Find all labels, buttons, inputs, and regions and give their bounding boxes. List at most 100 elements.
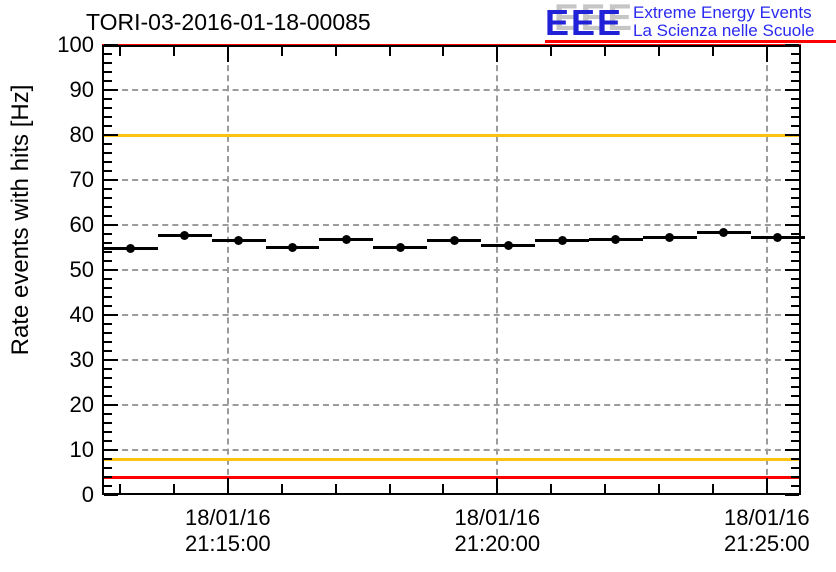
y-tick-mirror xyxy=(791,107,799,109)
y-tick-mirror xyxy=(791,323,799,325)
x-gridline xyxy=(765,45,768,495)
y-tick-mirror xyxy=(785,224,799,226)
y-tick-mirror xyxy=(791,152,799,154)
y-tick xyxy=(104,116,112,118)
eee-logo-tagline: Extreme Energy Events La Scienza nelle S… xyxy=(633,4,814,40)
y-tick-mirror xyxy=(791,440,799,442)
y-tick xyxy=(104,98,112,100)
threshold-line-4hz xyxy=(102,475,801,479)
y-tick-mirror xyxy=(791,332,799,334)
y-tick-mirror xyxy=(785,404,799,406)
x-tick xyxy=(118,484,121,493)
y-tick xyxy=(104,341,112,343)
y-tick xyxy=(104,458,112,460)
y-tick-label: 70 xyxy=(69,167,94,192)
y-tick-mirror xyxy=(791,296,799,298)
y-tick xyxy=(104,197,112,199)
x-tick-mirror xyxy=(334,47,337,56)
y-tick xyxy=(104,413,112,415)
y-tick xyxy=(104,161,112,163)
y-tick xyxy=(104,260,112,262)
data-point-marker xyxy=(234,235,244,245)
y-tick xyxy=(104,170,112,172)
y-tick-mirror xyxy=(791,161,799,163)
y-tick xyxy=(104,476,112,478)
y-tick xyxy=(104,278,112,280)
data-point-marker xyxy=(126,243,136,253)
x-tick-mirror xyxy=(172,47,175,56)
x-tick xyxy=(711,484,714,493)
data-point-marker xyxy=(665,232,675,242)
x-tick xyxy=(658,484,661,493)
x-tick xyxy=(550,484,553,493)
x-tick-mirror xyxy=(388,47,391,56)
x-tick xyxy=(765,478,768,493)
threshold-line-8hz xyxy=(102,457,801,461)
x-tick-mirror xyxy=(658,47,661,56)
y-tick-mirror xyxy=(791,53,799,55)
y-gridline xyxy=(102,224,801,226)
y-tick-mirror xyxy=(791,287,799,289)
data-point-marker xyxy=(341,234,351,244)
y-tick-mirror xyxy=(791,143,799,145)
y-tick xyxy=(104,107,112,109)
y-tick-mirror xyxy=(785,89,799,91)
y-tick xyxy=(104,215,112,217)
x-tick xyxy=(172,484,175,493)
y-tick-mirror xyxy=(785,269,799,271)
y-tick-mirror xyxy=(791,242,799,244)
eee-logo-shadow: EEE xyxy=(554,0,635,38)
y-tick xyxy=(104,368,112,370)
y-tick xyxy=(104,179,118,181)
y-tick xyxy=(104,233,112,235)
y-tick xyxy=(104,206,112,208)
y-tick-mirror xyxy=(785,134,799,136)
y-tick-mirror xyxy=(791,233,799,235)
y-tick xyxy=(104,224,118,226)
data-point-marker xyxy=(395,243,405,253)
y-tick-label: 10 xyxy=(69,437,94,462)
y-tick xyxy=(104,494,118,496)
y-tick xyxy=(104,62,112,64)
y-tick-mirror xyxy=(791,197,799,199)
eee-logo-tagline-line1: Extreme Energy Events xyxy=(633,3,812,22)
y-tick xyxy=(104,89,118,91)
y-tick-mirror xyxy=(785,494,799,496)
y-tick-label: 90 xyxy=(69,77,94,102)
y-tick xyxy=(104,269,118,271)
y-tick-mirror xyxy=(785,314,799,316)
data-point-marker xyxy=(611,234,621,244)
y-tick-mirror xyxy=(791,377,799,379)
threshold-line-80hz xyxy=(102,133,801,137)
data-point-marker xyxy=(719,227,729,237)
data-point-marker xyxy=(557,236,567,246)
y-tick xyxy=(104,422,112,424)
y-tick xyxy=(104,143,112,145)
x-tick-label: 18/01/16 21:25:00 xyxy=(697,505,836,557)
y-tick xyxy=(104,80,112,82)
x-tick-label-time: 21:15:00 xyxy=(184,531,271,556)
x-tick xyxy=(604,484,607,493)
y-tick xyxy=(104,188,112,190)
y-tick-label: 100 xyxy=(57,32,94,57)
y-tick xyxy=(104,386,112,388)
y-gridline xyxy=(102,89,801,91)
y-tick-mirror xyxy=(791,278,799,280)
eee-logo: EEE EEE Extreme Energy Events La Scienza… xyxy=(545,0,836,44)
y-tick-mirror xyxy=(791,476,799,478)
eee-logo-underline xyxy=(545,40,836,43)
y-tick xyxy=(104,485,112,487)
eee-logo-tagline-line2: La Scienza nelle Scuole xyxy=(633,21,815,40)
y-tick xyxy=(104,350,112,352)
x-tick-mirror xyxy=(118,47,121,56)
y-gridline xyxy=(102,449,801,451)
y-tick-mirror xyxy=(791,458,799,460)
y-tick-mirror xyxy=(791,413,799,415)
y-gridline xyxy=(102,359,801,361)
y-tick xyxy=(104,395,112,397)
x-tick-mirror xyxy=(711,47,714,56)
y-tick xyxy=(104,431,112,433)
y-tick-mirror xyxy=(791,215,799,217)
y-tick xyxy=(104,449,118,451)
y-tick xyxy=(104,44,118,46)
